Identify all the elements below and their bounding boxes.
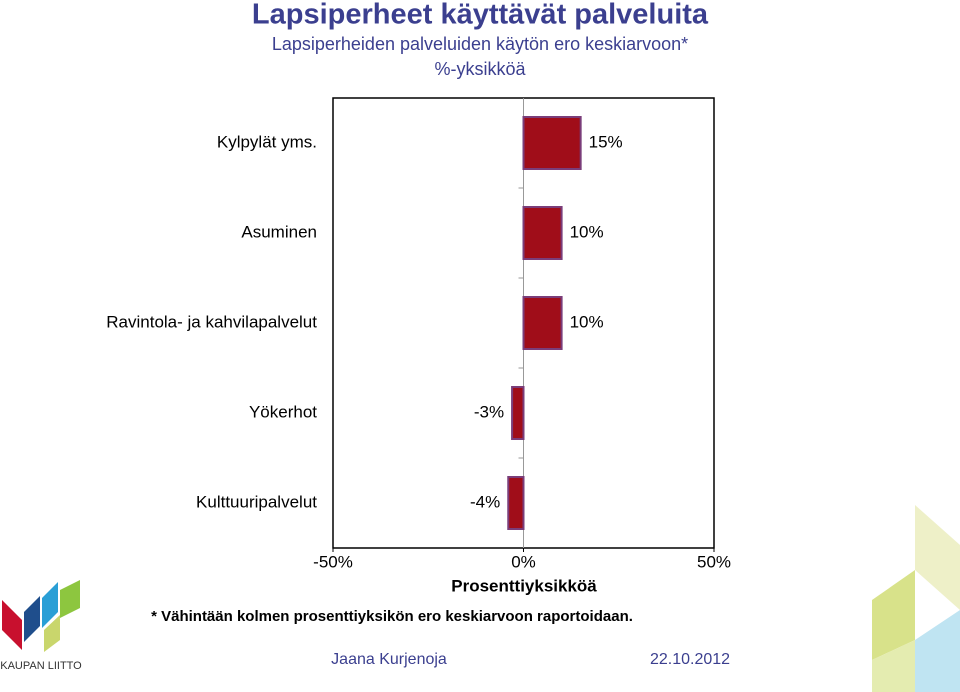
category-label: Yökerhot — [249, 402, 317, 421]
decoration — [872, 505, 960, 692]
bar — [522, 116, 582, 170]
logo: KAUPAN LIITTO — [0, 580, 82, 672]
footnote: * Vähintään kolmen prosenttiyksikön ero … — [151, 608, 633, 625]
bar — [511, 386, 525, 440]
value-label: 10% — [570, 312, 604, 331]
bar — [507, 476, 525, 530]
footer-date: 22.10.2012 — [650, 651, 730, 668]
category-label: Kulttuuripalvelut — [196, 492, 317, 511]
category-label: Asuminen — [241, 222, 317, 241]
chart-subtitle: Lapsiperheiden palveluiden käytön ero ke… — [272, 34, 688, 54]
bar — [522, 206, 563, 260]
x-axis-label: Prosenttiyksikköä — [451, 576, 597, 595]
value-label: -4% — [470, 492, 500, 511]
value-label: 15% — [589, 132, 623, 151]
value-label: 10% — [570, 222, 604, 241]
category-label: Ravintola- ja kahvilapalvelut — [106, 312, 317, 331]
unit-note: %-yksikköä — [434, 59, 526, 79]
footer-author: Jaana Kurjenoja — [331, 651, 447, 668]
chart-title: Lapsiperheet käyttävät palveluita — [252, 0, 709, 31]
logo-text: KAUPAN LIITTO — [0, 660, 82, 672]
x-tick-label: -50% — [313, 552, 353, 571]
x-tick-label: 50% — [697, 552, 731, 571]
bar — [522, 296, 563, 350]
x-tick-label: 0% — [511, 552, 536, 571]
category-label: Kylpylät yms. — [217, 132, 317, 151]
value-label: -3% — [474, 402, 504, 421]
